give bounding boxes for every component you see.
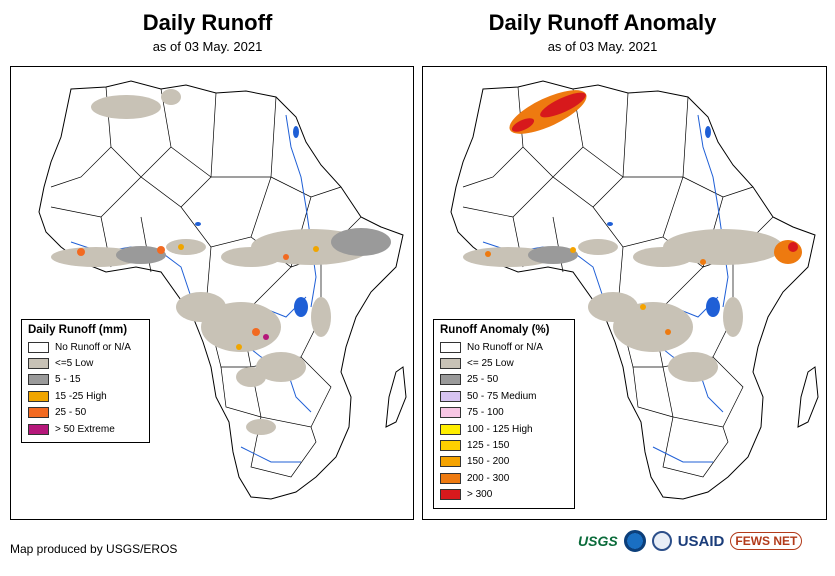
legend-item: 15 -25 High	[28, 388, 143, 404]
legend-item: 25 - 50	[28, 405, 143, 421]
legend-swatch	[28, 423, 49, 435]
legend-item: <=5 Low	[28, 355, 143, 371]
legend-swatch	[440, 358, 461, 370]
legend-swatch	[440, 489, 461, 501]
legend-label: 25 - 50	[467, 374, 499, 386]
legend-item: 50 - 75 Medium	[440, 388, 568, 404]
usaid-logo: USAID	[677, 532, 725, 550]
legend-swatch	[28, 358, 49, 370]
left-map-title: Daily Runoff	[142, 10, 273, 35]
legend-swatch	[28, 374, 49, 386]
legend-swatch	[440, 423, 461, 435]
legend-label: No Runoff or N/A	[55, 341, 131, 353]
legend-swatch	[440, 341, 461, 353]
legend-label: 5 - 15	[55, 374, 81, 386]
legend-label: 50 - 75 Medium	[467, 390, 537, 402]
legend-item: 25 - 50	[440, 372, 568, 388]
usgs-logo: USGS	[578, 533, 618, 549]
legend-item: No Runoff or N/A	[28, 339, 143, 355]
right-map-subtitle: as of 03 May. 2021	[547, 39, 658, 54]
legend-item: 200 - 300	[440, 470, 568, 486]
legend-item: > 300	[440, 487, 568, 503]
legend-swatch	[440, 407, 461, 419]
legend-label: <=5 Low	[55, 358, 94, 370]
legend-item: 150 - 200	[440, 454, 568, 470]
seal-logo	[651, 531, 672, 551]
left-legend-title: Daily Runoff (mm)	[28, 324, 128, 336]
left-map-panel: Daily Runoff (mm) No Runoff or N/A <=5 L…	[10, 66, 414, 520]
noaa-logo	[623, 530, 646, 552]
legend-item: 100 - 125 High	[440, 421, 568, 437]
left-africa-map	[38, 80, 407, 500]
legend-label: No Runoff or N/A	[467, 341, 543, 353]
runoff-patches	[51, 89, 391, 435]
left-map-subtitle: as of 03 May. 2021	[152, 39, 263, 54]
right-africa-map	[450, 80, 819, 500]
partner-logos: USGS USAID FEWS NET	[578, 530, 803, 552]
legend-swatch	[440, 440, 461, 452]
legend-item: 125 - 150	[440, 437, 568, 453]
legend-swatch	[440, 456, 461, 468]
legend-label: 150 - 200	[467, 456, 510, 468]
legend-swatch	[440, 472, 461, 484]
legend-label: 100 - 125 High	[467, 423, 533, 435]
legend-swatch	[28, 407, 49, 419]
left-legend: Daily Runoff (mm) No Runoff or N/A <=5 L…	[21, 319, 150, 444]
right-legend-title: Runoff Anomaly (%)	[440, 324, 550, 336]
legend-label: 25 - 50	[55, 407, 87, 419]
fews-net-logo: FEWS NET	[730, 532, 803, 550]
right-map-title: Daily Runoff Anomaly	[488, 10, 717, 35]
legend-label: 200 - 300	[467, 472, 510, 484]
legend-item: 5 - 15	[28, 372, 143, 388]
legend-label: 15 -25 High	[55, 390, 107, 402]
legend-swatch	[440, 390, 461, 402]
legend-item: > 50 Extreme	[28, 421, 143, 437]
right-legend: Runoff Anomaly (%) No Runoff or N/A <= 2…	[433, 319, 575, 509]
legend-swatch	[28, 390, 49, 402]
legend-label: > 50 Extreme	[55, 423, 115, 435]
anomaly-patches	[463, 90, 802, 382]
legend-label: 75 - 100	[467, 407, 504, 419]
map-credit: Map produced by USGS/EROS	[10, 542, 178, 556]
legend-label: > 300	[467, 489, 493, 501]
legend-item: No Runoff or N/A	[440, 339, 568, 355]
right-map-panel: Runoff Anomaly (%) No Runoff or N/A <= 2…	[422, 66, 827, 520]
legend-item: <= 25 Low	[440, 355, 568, 371]
legend-label: 125 - 150	[467, 440, 510, 452]
legend-swatch	[28, 341, 49, 353]
legend-swatch	[440, 374, 461, 386]
lakes	[607, 126, 720, 317]
legend-label: <= 25 Low	[467, 358, 514, 370]
lakes	[195, 126, 308, 317]
legend-item: 75 - 100	[440, 405, 568, 421]
